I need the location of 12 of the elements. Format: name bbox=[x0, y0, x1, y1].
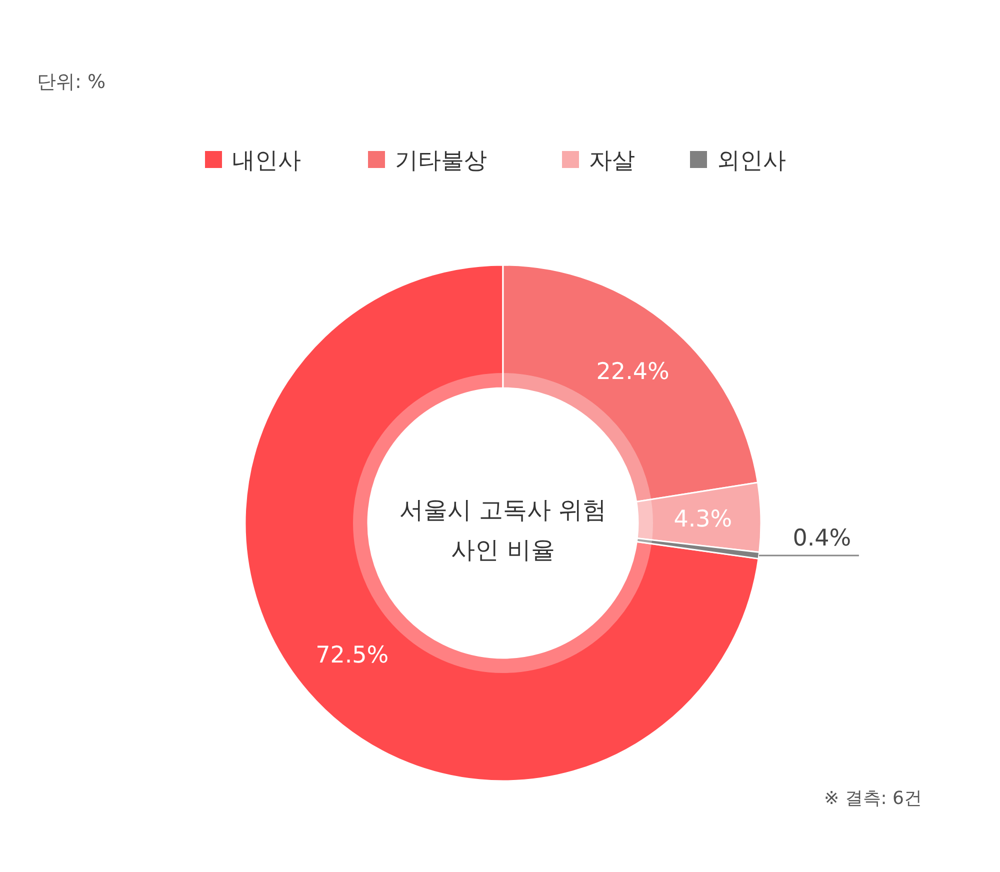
legend-label: 자살 bbox=[589, 148, 635, 174]
donut-slice bbox=[244, 264, 760, 782]
data-label: 72.5% bbox=[316, 642, 389, 668]
text: 서울시 고독사 위험 사인 비율 bbox=[399, 496, 607, 564]
text: ※ 결측: 6건 bbox=[824, 788, 922, 809]
text: 단위: % bbox=[37, 71, 106, 93]
legend-label: 내인사 bbox=[232, 148, 301, 174]
data-label: 4.3% bbox=[674, 506, 732, 533]
legend-label: 기타불상 bbox=[395, 148, 487, 174]
data-label: 22.4% bbox=[596, 358, 670, 385]
data-label: 0.4% bbox=[792, 525, 852, 552]
legend-label: 외인사 bbox=[717, 148, 786, 174]
